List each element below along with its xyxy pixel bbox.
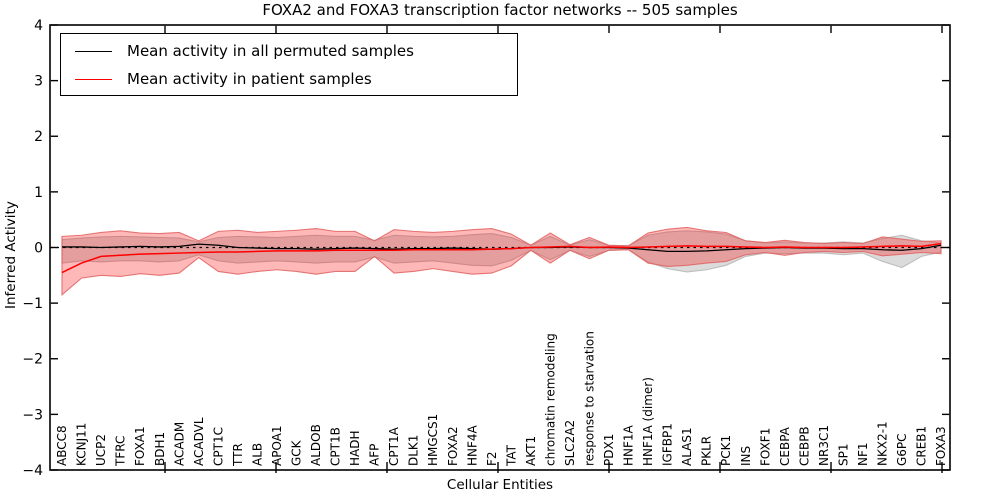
x-tick-label: IGFBP1 <box>661 423 675 466</box>
y-tick-label: 0 <box>34 240 43 256</box>
x-tick-label: ABCC8 <box>55 425 69 466</box>
legend-item-patient: Mean activity in patient samples <box>61 65 517 93</box>
y-tick-label: 2 <box>34 129 43 145</box>
x-tick-label: ALAS1 <box>680 427 694 466</box>
x-tick-label: PKLR <box>700 436 714 466</box>
legend: Mean activity in all permuted samples Me… <box>60 33 518 96</box>
x-tick-label: INS <box>739 446 753 466</box>
patient-range-band <box>61 226 942 296</box>
x-tick-label: FOXA2 <box>446 426 460 466</box>
x-tick-label: SP1 <box>836 444 850 467</box>
y-tick-label: 3 <box>34 74 43 90</box>
x-tick-label: TTR <box>231 443 245 467</box>
legend-item-permuted: Mean activity in all permuted samples <box>61 37 517 65</box>
y-axis-label: Inferred Activity <box>3 201 19 309</box>
x-tick-label: ACADVL <box>192 417 206 466</box>
x-tick-label: HADH <box>348 431 362 467</box>
x-tick-label: CREB1 <box>915 426 929 466</box>
x-axis-label: Cellular Entities <box>446 477 554 493</box>
permuted-line-swatch-icon <box>75 50 112 52</box>
x-tick-label: FOXA3 <box>934 426 948 466</box>
x-tick-label: NKX2-1 <box>875 421 889 466</box>
y-tick-label: −2 <box>22 352 43 368</box>
y-tick-label: 4 <box>34 18 43 34</box>
legend-label: Mean activity in patient samples <box>127 70 372 88</box>
y-tick-label: −1 <box>22 296 43 312</box>
x-tick-label: HMGCS1 <box>426 414 440 466</box>
x-tick-label: chromatin remodeling <box>543 333 557 466</box>
x-tick-label: PDX1 <box>602 434 616 466</box>
y-tick-label: −4 <box>22 463 43 479</box>
x-tick-label: ACADM <box>172 422 186 466</box>
x-tick-label: GCK <box>289 439 303 466</box>
x-tick-label: CPT1C <box>211 427 225 466</box>
x-tick-label: KCNJ11 <box>75 423 89 466</box>
x-tick-label: F2 <box>485 451 499 466</box>
x-tick-label: G6PC <box>895 433 909 466</box>
legend-label: Mean activity in all permuted samples <box>127 42 414 60</box>
y-tick-label: 1 <box>34 185 43 201</box>
x-tick-label: FOXF1 <box>758 428 772 466</box>
x-tick-label: PCK1 <box>719 435 733 466</box>
x-tick-label: AKT1 <box>524 436 538 466</box>
x-tick-label: TFRC <box>114 436 128 467</box>
x-tick-label: BDH1 <box>153 432 167 466</box>
patient-line-swatch-icon <box>75 78 112 80</box>
x-tick-label: AFP <box>368 444 382 466</box>
x-tick-label: DLK1 <box>407 435 421 466</box>
x-tick-label: HNF4A <box>465 424 479 466</box>
patient-mean-line <box>61 242 942 274</box>
x-tick-label: CPT1B <box>329 427 343 466</box>
y-tick-label: −3 <box>22 407 43 423</box>
x-tick-label: NR3C1 <box>817 425 831 466</box>
x-tick-label: TAT <box>504 444 518 467</box>
x-tick-label: ALB <box>250 443 264 466</box>
x-tick-label: HNF1A (dimer) <box>641 377 655 466</box>
x-tick-label: response to starvation <box>582 331 596 466</box>
x-tick-label: ALDOB <box>309 424 323 466</box>
chart-title: FOXA2 and FOXA3 transcription factor net… <box>262 1 738 19</box>
x-tick-label: HNF1A <box>622 424 636 466</box>
x-tick-label: CPT1A <box>387 426 401 466</box>
x-tick-label: CEBPB <box>797 426 811 466</box>
x-tick-label: APOA1 <box>270 425 284 466</box>
x-tick-label: SLC2A2 <box>563 420 577 466</box>
x-tick-label: NF1 <box>856 442 870 466</box>
axes-frame <box>49 24 951 471</box>
x-tick-label: UCP2 <box>94 434 108 466</box>
x-tick-label: FOXA1 <box>133 426 147 466</box>
x-tick-label: CEBPA <box>778 426 792 466</box>
